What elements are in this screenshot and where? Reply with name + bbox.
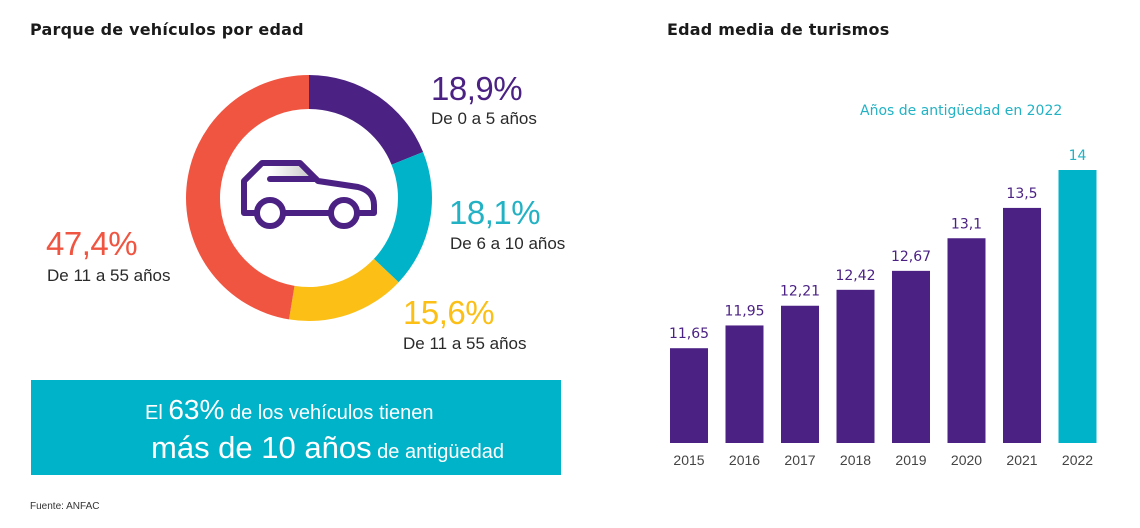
banner-suffix-1: de los vehículos tienen xyxy=(229,402,434,424)
x-tick-label-2020: 2020 xyxy=(951,452,982,468)
bar-2017 xyxy=(781,305,819,443)
slice-label-6-10: De 6 a 10 años xyxy=(450,234,566,253)
slice-label-11-55-red: De 11 a 55 años xyxy=(47,266,171,285)
bar-2021 xyxy=(1003,207,1041,443)
bar-chart-subtitle: Años de antigüedad en 2022 xyxy=(860,103,1063,119)
bar-2016 xyxy=(725,325,764,443)
donut-slice-3 xyxy=(185,75,309,320)
summary-banner: El 63% de los vehículos tienen más de 10… xyxy=(31,380,561,475)
donut-slice-1 xyxy=(373,152,432,283)
x-tick-label-2016: 2016 xyxy=(729,452,760,468)
banner-line-1: El 63% de los vehículos tienen xyxy=(145,394,433,426)
bar-2019 xyxy=(892,270,930,443)
donut-chart xyxy=(185,75,432,321)
x-tick-label-2015: 2015 xyxy=(673,452,704,468)
bar-2018 xyxy=(836,289,875,443)
banner-prefix: El xyxy=(145,402,163,424)
banner-highlight-percent: 63% xyxy=(168,394,225,425)
bar-chart-title: Edad media de turismos xyxy=(667,20,890,39)
donut-chart-title: Parque de vehículos por edad xyxy=(30,20,304,39)
banner-highlight-years: más de 10 años xyxy=(151,430,372,465)
slice-value-0-5: 18,9% xyxy=(431,70,523,107)
bar-2020 xyxy=(947,238,986,443)
x-tick-label-2019: 2019 xyxy=(895,452,926,468)
x-tick-label-2022: 2022 xyxy=(1062,452,1093,468)
donut-slice-0 xyxy=(309,75,424,165)
bar-2015 xyxy=(670,348,708,443)
x-tick-label-2017: 2017 xyxy=(784,452,815,468)
car-icon xyxy=(241,160,377,229)
bar-chart: 11,65 2015 11,95 2016 12,21 2017 12,42 2018 12,6… xyxy=(669,148,1097,468)
x-tick-label-2021: 2021 xyxy=(1006,452,1037,468)
bar-value-label-2017: 12,21 xyxy=(780,284,820,300)
bar-value-label-2021: 13,5 xyxy=(1006,186,1037,202)
donut-slice-2 xyxy=(288,258,399,321)
slice-label-0-5: De 0 a 5 años xyxy=(431,109,537,128)
bar-value-label-2022: 14 xyxy=(1069,148,1087,164)
banner-suffix-2: de antigüedad xyxy=(377,441,504,463)
source-note: Fuente: ANFAC xyxy=(30,501,100,512)
banner-line-2: más de 10 años de antigüedad xyxy=(151,430,504,466)
slice-value-6-10: 18,1% xyxy=(449,194,541,231)
slice-value-11-55-yellow: 15,6% xyxy=(403,294,495,331)
bar-value-label-2015: 11,65 xyxy=(669,326,709,342)
bar-2022 xyxy=(1058,170,1097,443)
bar-value-label-2019: 12,67 xyxy=(891,249,931,265)
slice-label-11-55-yellow: De 11 a 55 años xyxy=(403,334,527,353)
slice-value-11-55-red: 47,4% xyxy=(46,225,138,262)
bar-value-label-2020: 13,1 xyxy=(951,216,982,232)
bar-value-label-2018: 12,42 xyxy=(835,268,875,284)
bar-value-label-2016: 11,95 xyxy=(724,303,764,319)
x-tick-label-2018: 2018 xyxy=(840,452,871,468)
